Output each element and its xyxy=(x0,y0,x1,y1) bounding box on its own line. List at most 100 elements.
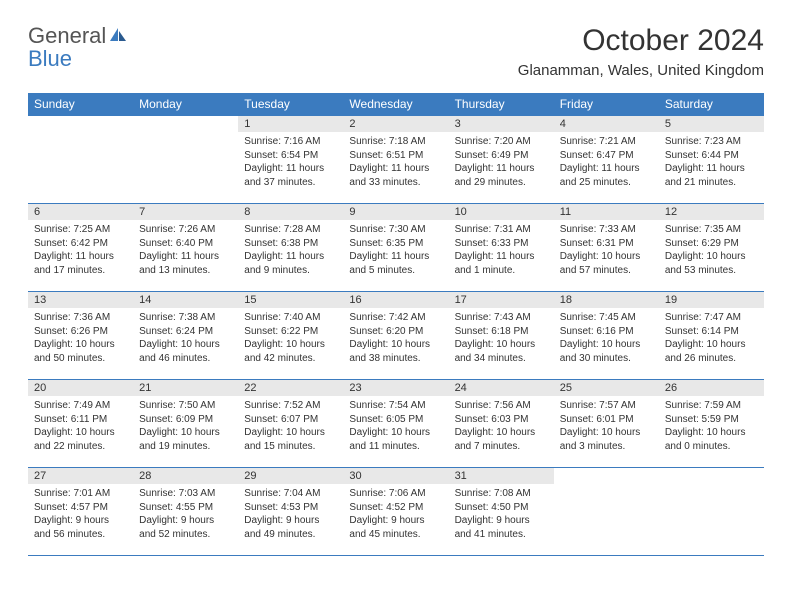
calendar-empty-cell xyxy=(28,116,133,204)
date-number: 16 xyxy=(343,292,448,308)
calendar-week-row: 13Sunrise: 7:36 AMSunset: 6:26 PMDayligh… xyxy=(28,292,764,380)
calendar-day-cell: 22Sunrise: 7:52 AMSunset: 6:07 PMDayligh… xyxy=(238,380,343,468)
daylight-text: Daylight: 10 hours and 3 minutes. xyxy=(560,426,653,453)
day-header-cell: Tuesday xyxy=(238,93,343,116)
daylight-text: Daylight: 10 hours and 11 minutes. xyxy=(349,426,442,453)
calendar-day-cell: 29Sunrise: 7:04 AMSunset: 4:53 PMDayligh… xyxy=(238,468,343,556)
day-details: Sunrise: 7:52 AMSunset: 6:07 PMDaylight:… xyxy=(238,396,343,456)
calendar-day-cell: 25Sunrise: 7:57 AMSunset: 6:01 PMDayligh… xyxy=(554,380,659,468)
date-number: 21 xyxy=(133,380,238,396)
day-header-cell: Monday xyxy=(133,93,238,116)
daylight-text: Daylight: 11 hours and 21 minutes. xyxy=(665,162,758,189)
calendar-day-cell: 7Sunrise: 7:26 AMSunset: 6:40 PMDaylight… xyxy=(133,204,238,292)
sunrise-text: Sunrise: 7:42 AM xyxy=(349,311,442,325)
sunrise-text: Sunrise: 7:40 AM xyxy=(244,311,337,325)
date-number: 26 xyxy=(659,380,764,396)
calendar-day-cell: 24Sunrise: 7:56 AMSunset: 6:03 PMDayligh… xyxy=(449,380,554,468)
sunrise-text: Sunrise: 7:33 AM xyxy=(560,223,653,237)
calendar-day-cell: 19Sunrise: 7:47 AMSunset: 6:14 PMDayligh… xyxy=(659,292,764,380)
sunrise-text: Sunrise: 7:16 AM xyxy=(244,135,337,149)
title-block: October 2024 Glanamman, Wales, United Ki… xyxy=(518,24,764,79)
day-details: Sunrise: 7:35 AMSunset: 6:29 PMDaylight:… xyxy=(659,220,764,280)
calendar-day-cell: 5Sunrise: 7:23 AMSunset: 6:44 PMDaylight… xyxy=(659,116,764,204)
day-header-cell: Friday xyxy=(554,93,659,116)
day-header-cell: Sunday xyxy=(28,93,133,116)
day-header-cell: Wednesday xyxy=(343,93,448,116)
sunset-text: Sunset: 6:51 PM xyxy=(349,149,442,163)
sunset-text: Sunset: 6:26 PM xyxy=(34,325,127,339)
sunrise-text: Sunrise: 7:35 AM xyxy=(665,223,758,237)
day-details: Sunrise: 7:18 AMSunset: 6:51 PMDaylight:… xyxy=(343,132,448,192)
sunset-text: Sunset: 6:31 PM xyxy=(560,237,653,251)
sunrise-text: Sunrise: 7:28 AM xyxy=(244,223,337,237)
day-details: Sunrise: 7:36 AMSunset: 6:26 PMDaylight:… xyxy=(28,308,133,368)
daylight-text: Daylight: 10 hours and 19 minutes. xyxy=(139,426,232,453)
date-number: 1 xyxy=(238,116,343,132)
daylight-text: Daylight: 10 hours and 0 minutes. xyxy=(665,426,758,453)
sunrise-text: Sunrise: 7:47 AM xyxy=(665,311,758,325)
calendar-empty-cell xyxy=(133,116,238,204)
daylight-text: Daylight: 11 hours and 29 minutes. xyxy=(455,162,548,189)
calendar-day-cell: 27Sunrise: 7:01 AMSunset: 4:57 PMDayligh… xyxy=(28,468,133,556)
sunset-text: Sunset: 6:18 PM xyxy=(455,325,548,339)
calendar-day-cell: 10Sunrise: 7:31 AMSunset: 6:33 PMDayligh… xyxy=(449,204,554,292)
sunset-text: Sunset: 6:44 PM xyxy=(665,149,758,163)
date-number: 22 xyxy=(238,380,343,396)
daylight-text: Daylight: 11 hours and 13 minutes. xyxy=(139,250,232,277)
daylight-text: Daylight: 10 hours and 26 minutes. xyxy=(665,338,758,365)
date-number: 31 xyxy=(449,468,554,484)
daylight-text: Daylight: 11 hours and 5 minutes. xyxy=(349,250,442,277)
sunrise-text: Sunrise: 7:49 AM xyxy=(34,399,127,413)
day-header-cell: Thursday xyxy=(449,93,554,116)
sunrise-text: Sunrise: 7:54 AM xyxy=(349,399,442,413)
date-number: 15 xyxy=(238,292,343,308)
calendar-empty-cell xyxy=(659,468,764,556)
date-number: 2 xyxy=(343,116,448,132)
day-details: Sunrise: 7:03 AMSunset: 4:55 PMDaylight:… xyxy=(133,484,238,544)
day-details: Sunrise: 7:20 AMSunset: 6:49 PMDaylight:… xyxy=(449,132,554,192)
sunset-text: Sunset: 6:38 PM xyxy=(244,237,337,251)
daylight-text: Daylight: 10 hours and 15 minutes. xyxy=(244,426,337,453)
daylight-text: Daylight: 9 hours and 56 minutes. xyxy=(34,514,127,541)
calendar-day-cell: 16Sunrise: 7:42 AMSunset: 6:20 PMDayligh… xyxy=(343,292,448,380)
sunset-text: Sunset: 6:47 PM xyxy=(560,149,653,163)
sunset-text: Sunset: 6:05 PM xyxy=(349,413,442,427)
calendar-day-cell: 14Sunrise: 7:38 AMSunset: 6:24 PMDayligh… xyxy=(133,292,238,380)
date-number: 29 xyxy=(238,468,343,484)
daylight-text: Daylight: 10 hours and 30 minutes. xyxy=(560,338,653,365)
date-number: 9 xyxy=(343,204,448,220)
date-number: 4 xyxy=(554,116,659,132)
daylight-text: Daylight: 11 hours and 25 minutes. xyxy=(560,162,653,189)
sunset-text: Sunset: 6:33 PM xyxy=(455,237,548,251)
day-details: Sunrise: 7:16 AMSunset: 6:54 PMDaylight:… xyxy=(238,132,343,192)
calendar-day-cell: 23Sunrise: 7:54 AMSunset: 6:05 PMDayligh… xyxy=(343,380,448,468)
brand-text-part2: Blue xyxy=(28,46,72,71)
date-number: 11 xyxy=(554,204,659,220)
day-details: Sunrise: 7:31 AMSunset: 6:33 PMDaylight:… xyxy=(449,220,554,280)
day-header-row: SundayMondayTuesdayWednesdayThursdayFrid… xyxy=(28,93,764,116)
daylight-text: Daylight: 11 hours and 1 minute. xyxy=(455,250,548,277)
sunset-text: Sunset: 6:01 PM xyxy=(560,413,653,427)
day-details: Sunrise: 7:06 AMSunset: 4:52 PMDaylight:… xyxy=(343,484,448,544)
sunrise-text: Sunrise: 7:43 AM xyxy=(455,311,548,325)
sunset-text: Sunset: 6:03 PM xyxy=(455,413,548,427)
calendar-day-cell: 13Sunrise: 7:36 AMSunset: 6:26 PMDayligh… xyxy=(28,292,133,380)
sunset-text: Sunset: 6:14 PM xyxy=(665,325,758,339)
day-details: Sunrise: 7:01 AMSunset: 4:57 PMDaylight:… xyxy=(28,484,133,544)
sunrise-text: Sunrise: 7:23 AM xyxy=(665,135,758,149)
sunrise-text: Sunrise: 7:31 AM xyxy=(455,223,548,237)
sunset-text: Sunset: 6:20 PM xyxy=(349,325,442,339)
day-details: Sunrise: 7:49 AMSunset: 6:11 PMDaylight:… xyxy=(28,396,133,456)
date-number: 17 xyxy=(449,292,554,308)
calendar-day-cell: 28Sunrise: 7:03 AMSunset: 4:55 PMDayligh… xyxy=(133,468,238,556)
sunrise-text: Sunrise: 7:06 AM xyxy=(349,487,442,501)
sunset-text: Sunset: 6:24 PM xyxy=(139,325,232,339)
sunrise-text: Sunrise: 7:04 AM xyxy=(244,487,337,501)
day-details: Sunrise: 7:59 AMSunset: 5:59 PMDaylight:… xyxy=(659,396,764,456)
day-details: Sunrise: 7:08 AMSunset: 4:50 PMDaylight:… xyxy=(449,484,554,544)
sunrise-text: Sunrise: 7:21 AM xyxy=(560,135,653,149)
date-number: 28 xyxy=(133,468,238,484)
sunrise-text: Sunrise: 7:20 AM xyxy=(455,135,548,149)
date-number: 10 xyxy=(449,204,554,220)
date-number: 25 xyxy=(554,380,659,396)
